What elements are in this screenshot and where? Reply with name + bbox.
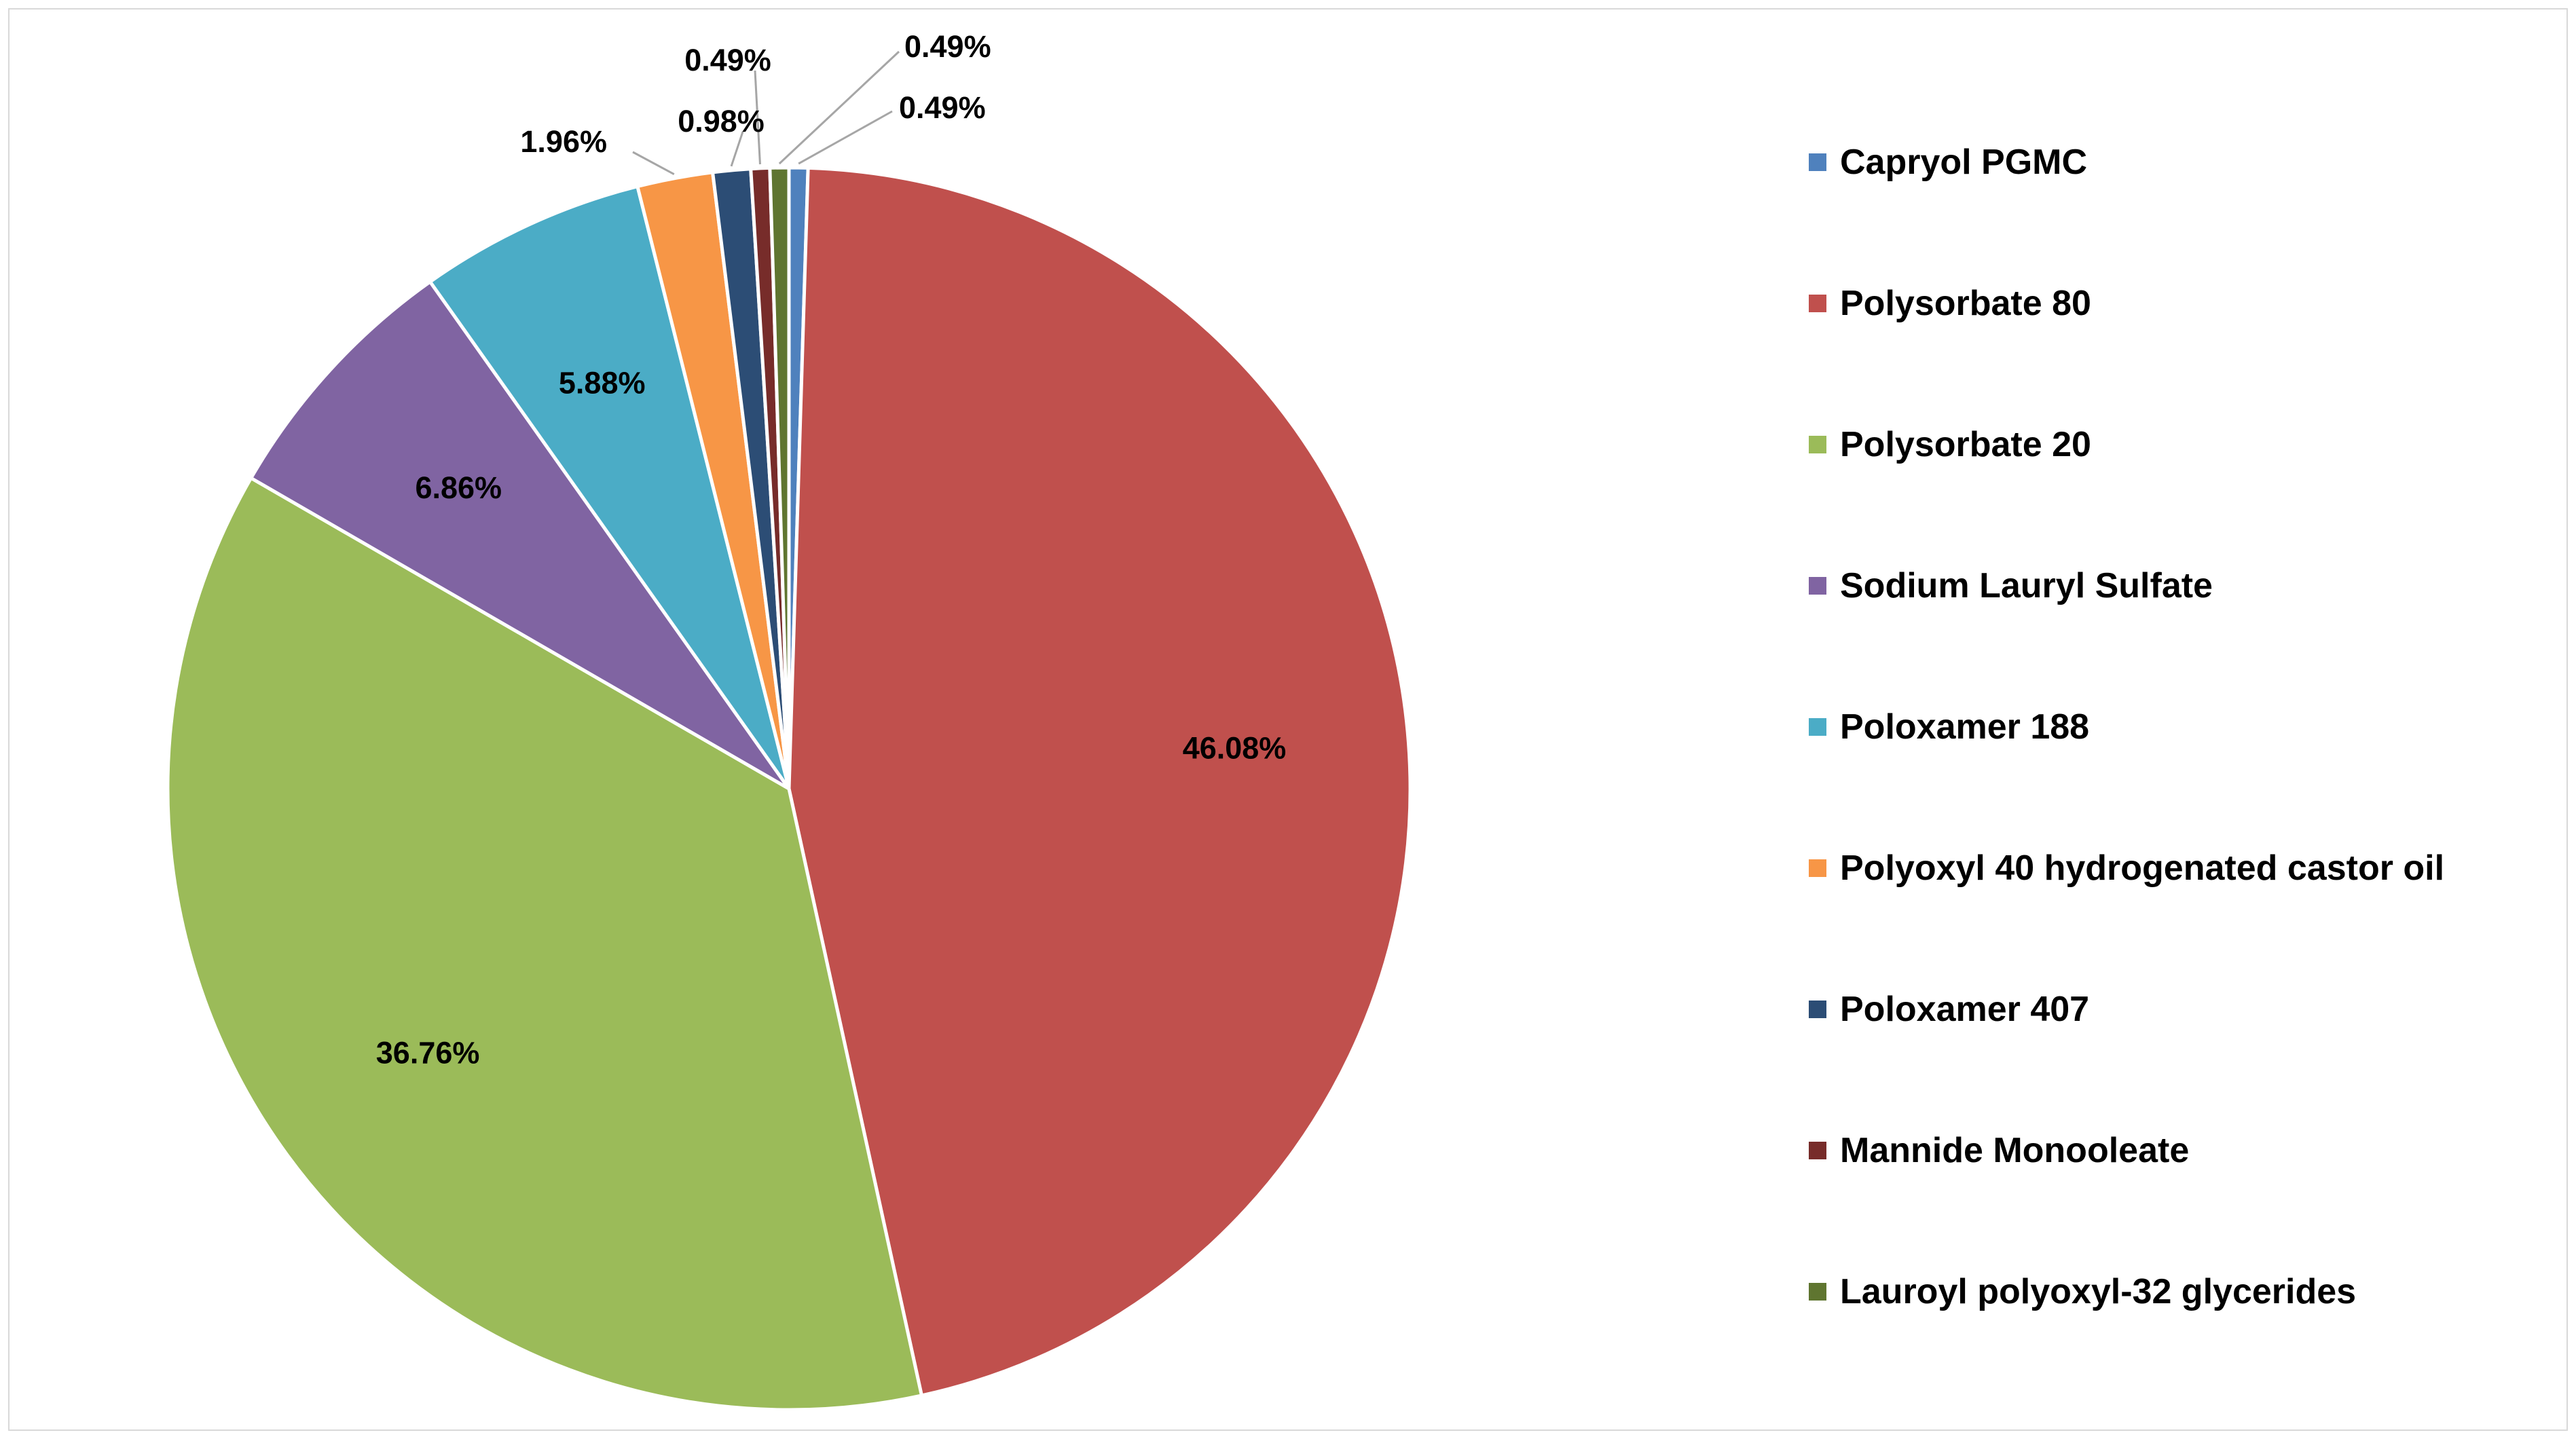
legend-label: Polyoxyl 40 hydrogenated castor oil <box>1840 848 2445 888</box>
leader-line <box>754 70 761 165</box>
data-label-poloxamer-407: 0.98% <box>678 104 765 138</box>
leader-line <box>632 151 675 175</box>
leader-line <box>798 110 893 165</box>
legend-swatch <box>1809 436 1826 453</box>
pie-chart: 0.49% 46.08% 36.76% 6.86% 5.88% 1.96% 0.98% 0.4… <box>166 29 1412 1412</box>
chart-frame: 0.49% 46.08% 36.76% 6.86% 5.88% 1.96% 0.98% 0.4… <box>8 8 2568 1431</box>
data-label-capryol-pgmc: 0.49% <box>899 90 986 125</box>
legend-swatch <box>1809 153 1826 171</box>
data-label-polyoxyl-40-hydrogenated-castor-oil: 1.96% <box>520 124 607 159</box>
pie-slice-lauroyl-polyoxyl-32-glycerides <box>768 166 791 789</box>
legend-swatch <box>1809 1283 1826 1301</box>
legend-item: Poloxamer 188 <box>1809 703 2089 751</box>
leader-lines <box>632 50 900 175</box>
leader-line <box>778 50 900 165</box>
data-label-mannide-monooleate: 0.49% <box>684 43 771 77</box>
legend-label: Lauroyl polyoxyl-32 glycerides <box>1840 1272 2357 1311</box>
legend-item: Sodium Lauryl Sulfate <box>1809 562 2213 610</box>
data-label-lauroyl-polyoxyl-32-glycerides: 0.49% <box>904 29 991 64</box>
pie-slice-poloxamer-188 <box>427 184 791 790</box>
leader-line <box>730 131 744 167</box>
legend-swatch <box>1809 295 1826 312</box>
data-label-polysorbate-20: 36.76% <box>376 1036 480 1070</box>
legend-item: Poloxamer 407 <box>1809 986 2089 1033</box>
legend-item: Polysorbate 80 <box>1809 280 2091 327</box>
legend-label: Poloxamer 188 <box>1840 707 2090 747</box>
legend-item: Lauroyl polyoxyl-32 glycerides <box>1809 1268 2356 1315</box>
legend-item: Mannide Monooleate <box>1809 1127 2189 1174</box>
legend-label: Poloxamer 407 <box>1840 990 2090 1029</box>
legend-label: Polysorbate 20 <box>1840 425 2091 464</box>
data-label-polysorbate-80: 46.08% <box>1183 730 1287 765</box>
legend-swatch <box>1809 577 1826 595</box>
legend-swatch <box>1809 859 1826 877</box>
data-label-poloxamer-188: 5.88% <box>559 365 646 400</box>
legend-swatch <box>1809 718 1826 736</box>
data-label-sodium-lauryl-sulfate: 6.86% <box>415 470 502 505</box>
legend-item: Polysorbate 20 <box>1809 421 2091 468</box>
legend-label: Mannide Monooleate <box>1840 1131 2190 1170</box>
pie-slice-sodium-lauryl-sulfate <box>249 279 791 791</box>
legend-label: Polysorbate 80 <box>1840 284 2091 323</box>
legend-label: Capryol PGMC <box>1840 143 2088 182</box>
pie-slice-polysorbate-80 <box>787 166 1412 1398</box>
legend-swatch <box>1809 1142 1826 1159</box>
legend-item: Capryol PGMC <box>1809 138 2087 186</box>
legend-item: Polyoxyl 40 hydrogenated castor oil <box>1809 844 2444 892</box>
legend-label: Sodium Lauryl Sulfate <box>1840 566 2213 605</box>
legend-swatch <box>1809 1001 1826 1018</box>
pie-slices <box>166 166 1412 1412</box>
pie-slice-polysorbate-20 <box>166 475 924 1412</box>
data-labels: 0.49% 46.08% 36.76% 6.86% 5.88% 1.96% 0.98% 0.4… <box>376 29 1287 1070</box>
